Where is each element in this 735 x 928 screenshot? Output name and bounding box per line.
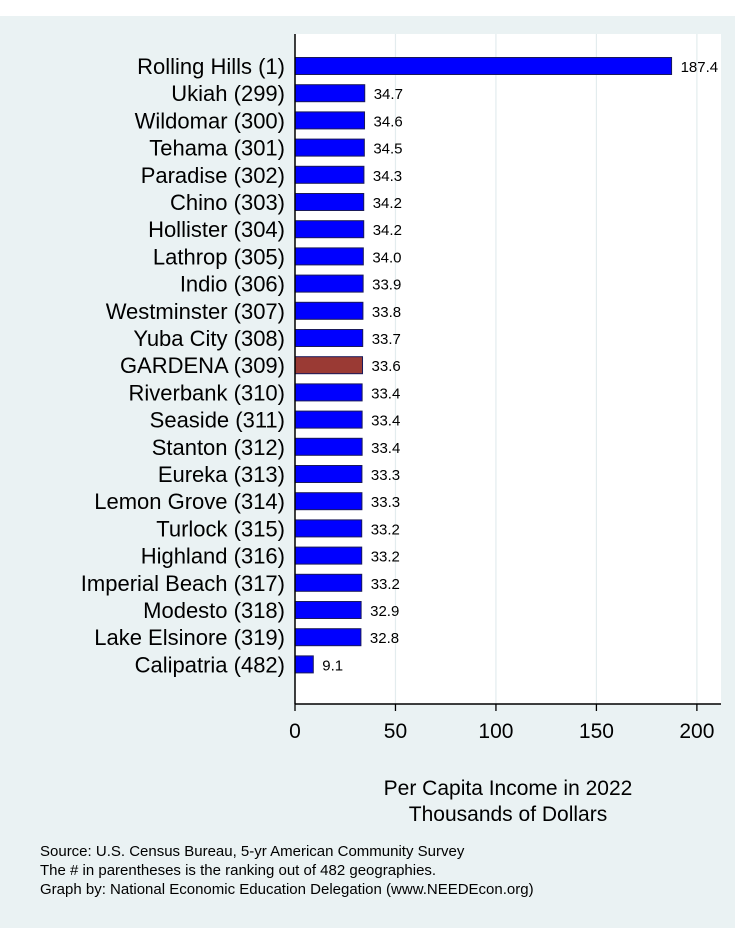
source-note: Source: U.S. Census Bureau, 5-yr America… xyxy=(40,843,465,860)
x-tick-label-4: 200 xyxy=(679,720,714,743)
bars xyxy=(294,57,673,674)
grid-lines xyxy=(394,34,698,704)
plot-area xyxy=(295,34,721,704)
x-tick-label-2: 100 xyxy=(478,720,513,743)
value-label-10: 33.7 xyxy=(372,331,401,348)
category-label-21: Lake Elsinore (319) xyxy=(94,625,285,650)
value-label-6: 34.2 xyxy=(373,222,402,239)
bar-15 xyxy=(294,465,363,483)
bar-0 xyxy=(294,57,673,75)
category-label-4: Paradise (302) xyxy=(141,163,285,188)
value-label-19: 33.2 xyxy=(371,576,400,593)
value-label-3: 34.5 xyxy=(373,141,402,158)
bar-14 xyxy=(294,437,363,456)
value-label-8: 33.9 xyxy=(372,277,401,294)
category-label-9: Westminster (307) xyxy=(106,299,285,324)
value-label-21: 32.8 xyxy=(370,630,399,647)
bar-17 xyxy=(294,519,363,538)
value-label-14: 33.4 xyxy=(371,440,400,457)
category-label-14: Stanton (312) xyxy=(152,435,285,460)
value-label-4: 34.3 xyxy=(373,168,402,185)
value-label-22: 9.1 xyxy=(322,657,343,674)
value-label-13: 33.4 xyxy=(371,413,400,430)
category-label-7: Lathrop (305) xyxy=(153,244,285,269)
bar-5 xyxy=(294,193,365,211)
category-label-20: Modesto (318) xyxy=(143,598,285,623)
category-label-15: Eureka (313) xyxy=(158,462,285,487)
value-label-0: 187.4 xyxy=(681,59,719,76)
ranking-note: The # in parentheses is the ranking out … xyxy=(40,862,436,879)
value-label-18: 33.2 xyxy=(371,549,400,566)
bar-12 xyxy=(294,383,363,402)
category-label-2: Wildomar (300) xyxy=(135,108,285,133)
x-tick-label-1: 50 xyxy=(384,720,407,743)
category-label-22: Calipatria (482) xyxy=(135,652,285,677)
x-axis-title-line-1: Per Capita Income in 2022 xyxy=(384,777,633,800)
value-label-17: 33.2 xyxy=(371,521,400,538)
bar-18 xyxy=(294,546,363,565)
bar-1 xyxy=(294,84,366,103)
bar-13 xyxy=(294,410,363,429)
category-label-17: Turlock (315) xyxy=(156,516,285,541)
value-label-11: 33.6 xyxy=(372,358,401,375)
value-label-9: 33.8 xyxy=(372,304,401,321)
bar-3 xyxy=(294,138,365,157)
category-label-0: Rolling Hills (1) xyxy=(137,54,285,79)
category-label-1: Ukiah (299) xyxy=(171,81,285,106)
value-label-20: 32.9 xyxy=(370,603,399,620)
bar-6 xyxy=(294,220,365,239)
x-tick-label-3: 150 xyxy=(579,720,614,743)
x-tick-label-0: 0 xyxy=(289,720,301,743)
bar-19 xyxy=(294,573,363,592)
bar-2 xyxy=(294,111,366,130)
value-label-1: 34.7 xyxy=(374,86,403,103)
bar-8 xyxy=(294,274,364,293)
bar-11 xyxy=(294,356,364,375)
category-label-6: Hollister (304) xyxy=(148,217,285,242)
value-label-2: 34.6 xyxy=(374,113,403,130)
category-label-8: Indio (306) xyxy=(180,272,285,297)
bar-10 xyxy=(294,329,364,347)
bar-21 xyxy=(294,628,362,647)
top-strip xyxy=(0,0,735,16)
bar-9 xyxy=(294,301,364,320)
value-label-15: 33.3 xyxy=(371,467,400,484)
bar-4 xyxy=(294,165,365,184)
category-label-19: Imperial Beach (317) xyxy=(81,571,285,596)
category-label-16: Lemon Grove (314) xyxy=(94,489,285,514)
category-label-12: Riverbank (310) xyxy=(128,380,285,405)
category-labels: Rolling Hills (1)Ukiah (299)Wildomar (30… xyxy=(81,54,285,677)
category-label-10: Yuba City (308) xyxy=(133,326,285,351)
bar-16 xyxy=(294,492,363,511)
bar-7 xyxy=(294,247,364,266)
value-label-12: 33.4 xyxy=(371,385,400,402)
x-axis-title-line-2: Thousands of Dollars xyxy=(409,803,607,826)
bar-22 xyxy=(294,655,314,674)
category-label-3: Tehama (301) xyxy=(149,136,285,161)
value-label-16: 33.3 xyxy=(371,494,400,511)
category-label-11: GARDENA (309) xyxy=(120,353,285,378)
value-labels: 187.4 34.7 34.6 34.5 34.3 34.2 34.2 34.0 33.9 33.… xyxy=(322,59,718,674)
category-label-5: Chino (303) xyxy=(170,190,285,215)
x-ticks: 0 50 100 150 200 xyxy=(289,704,714,743)
value-label-5: 34.2 xyxy=(373,195,402,212)
bar-20 xyxy=(294,601,362,619)
category-label-18: Highland (316) xyxy=(141,544,285,569)
category-label-13: Seaside (311) xyxy=(150,408,285,433)
value-label-7: 34.0 xyxy=(372,249,401,266)
credit-note: Graph by: National Economic Education De… xyxy=(40,881,534,898)
